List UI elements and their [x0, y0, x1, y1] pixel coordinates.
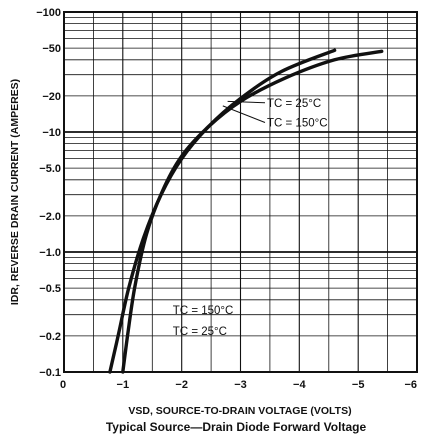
y-tick-label: −0.2	[39, 331, 61, 343]
y-tick-label: −50	[42, 43, 61, 55]
grid	[64, 12, 417, 372]
x-tick-label: −2	[175, 379, 188, 391]
x-tick-label: −5	[352, 379, 365, 391]
x-tick-label: 0	[60, 379, 66, 391]
x-tick-label: −1	[117, 379, 130, 391]
annotation-label: TC = 150°C	[267, 118, 328, 130]
plot-frame	[63, 11, 418, 373]
y-tick-label: −100	[36, 7, 61, 19]
y-tick-label: −0.5	[39, 283, 61, 295]
y-tick-label: −0.1	[39, 367, 61, 379]
x-tick-label: −3	[234, 379, 247, 391]
annotations: TC = 25°C TC = 150°C TC = 150°C TC = 25°C	[173, 98, 328, 338]
y-tick-label: −1.0	[39, 247, 61, 259]
annotation-leaders	[222, 100, 266, 123]
x-tick-label: −6	[404, 379, 417, 391]
y-tick-label: −5.0	[39, 163, 61, 175]
chart-title: Typical Source—Drain Diode Forward Volta…	[106, 420, 367, 434]
x-axis-label: VSD, SOURCE-TO-DRAIN VOLTAGE (VOLTS)	[128, 405, 351, 417]
y-tick-label: −2.0	[39, 211, 61, 223]
tick-labels: −100 −50 −20 −10 −5.0 −2.0 −1.0 −0.5 −0.2 −0.10 −1…	[36, 7, 417, 391]
y-axis-label: IDR, REVERSE DRAIN CURRENT (AMPERES)	[9, 79, 21, 305]
annotation-label: TC = 25°C	[173, 326, 227, 338]
series-line-tc-25c	[121, 49, 384, 374]
y-tick-label: −10	[42, 127, 61, 139]
curves	[108, 48, 384, 374]
y-tick-label: −20	[42, 91, 61, 103]
annotation-label: TC = 150°C	[173, 305, 234, 317]
x-tick-label: −4	[293, 379, 306, 391]
annotation-leader	[227, 100, 266, 104]
annotation-label: TC = 25°C	[267, 98, 321, 110]
annotation-leader	[222, 105, 266, 123]
